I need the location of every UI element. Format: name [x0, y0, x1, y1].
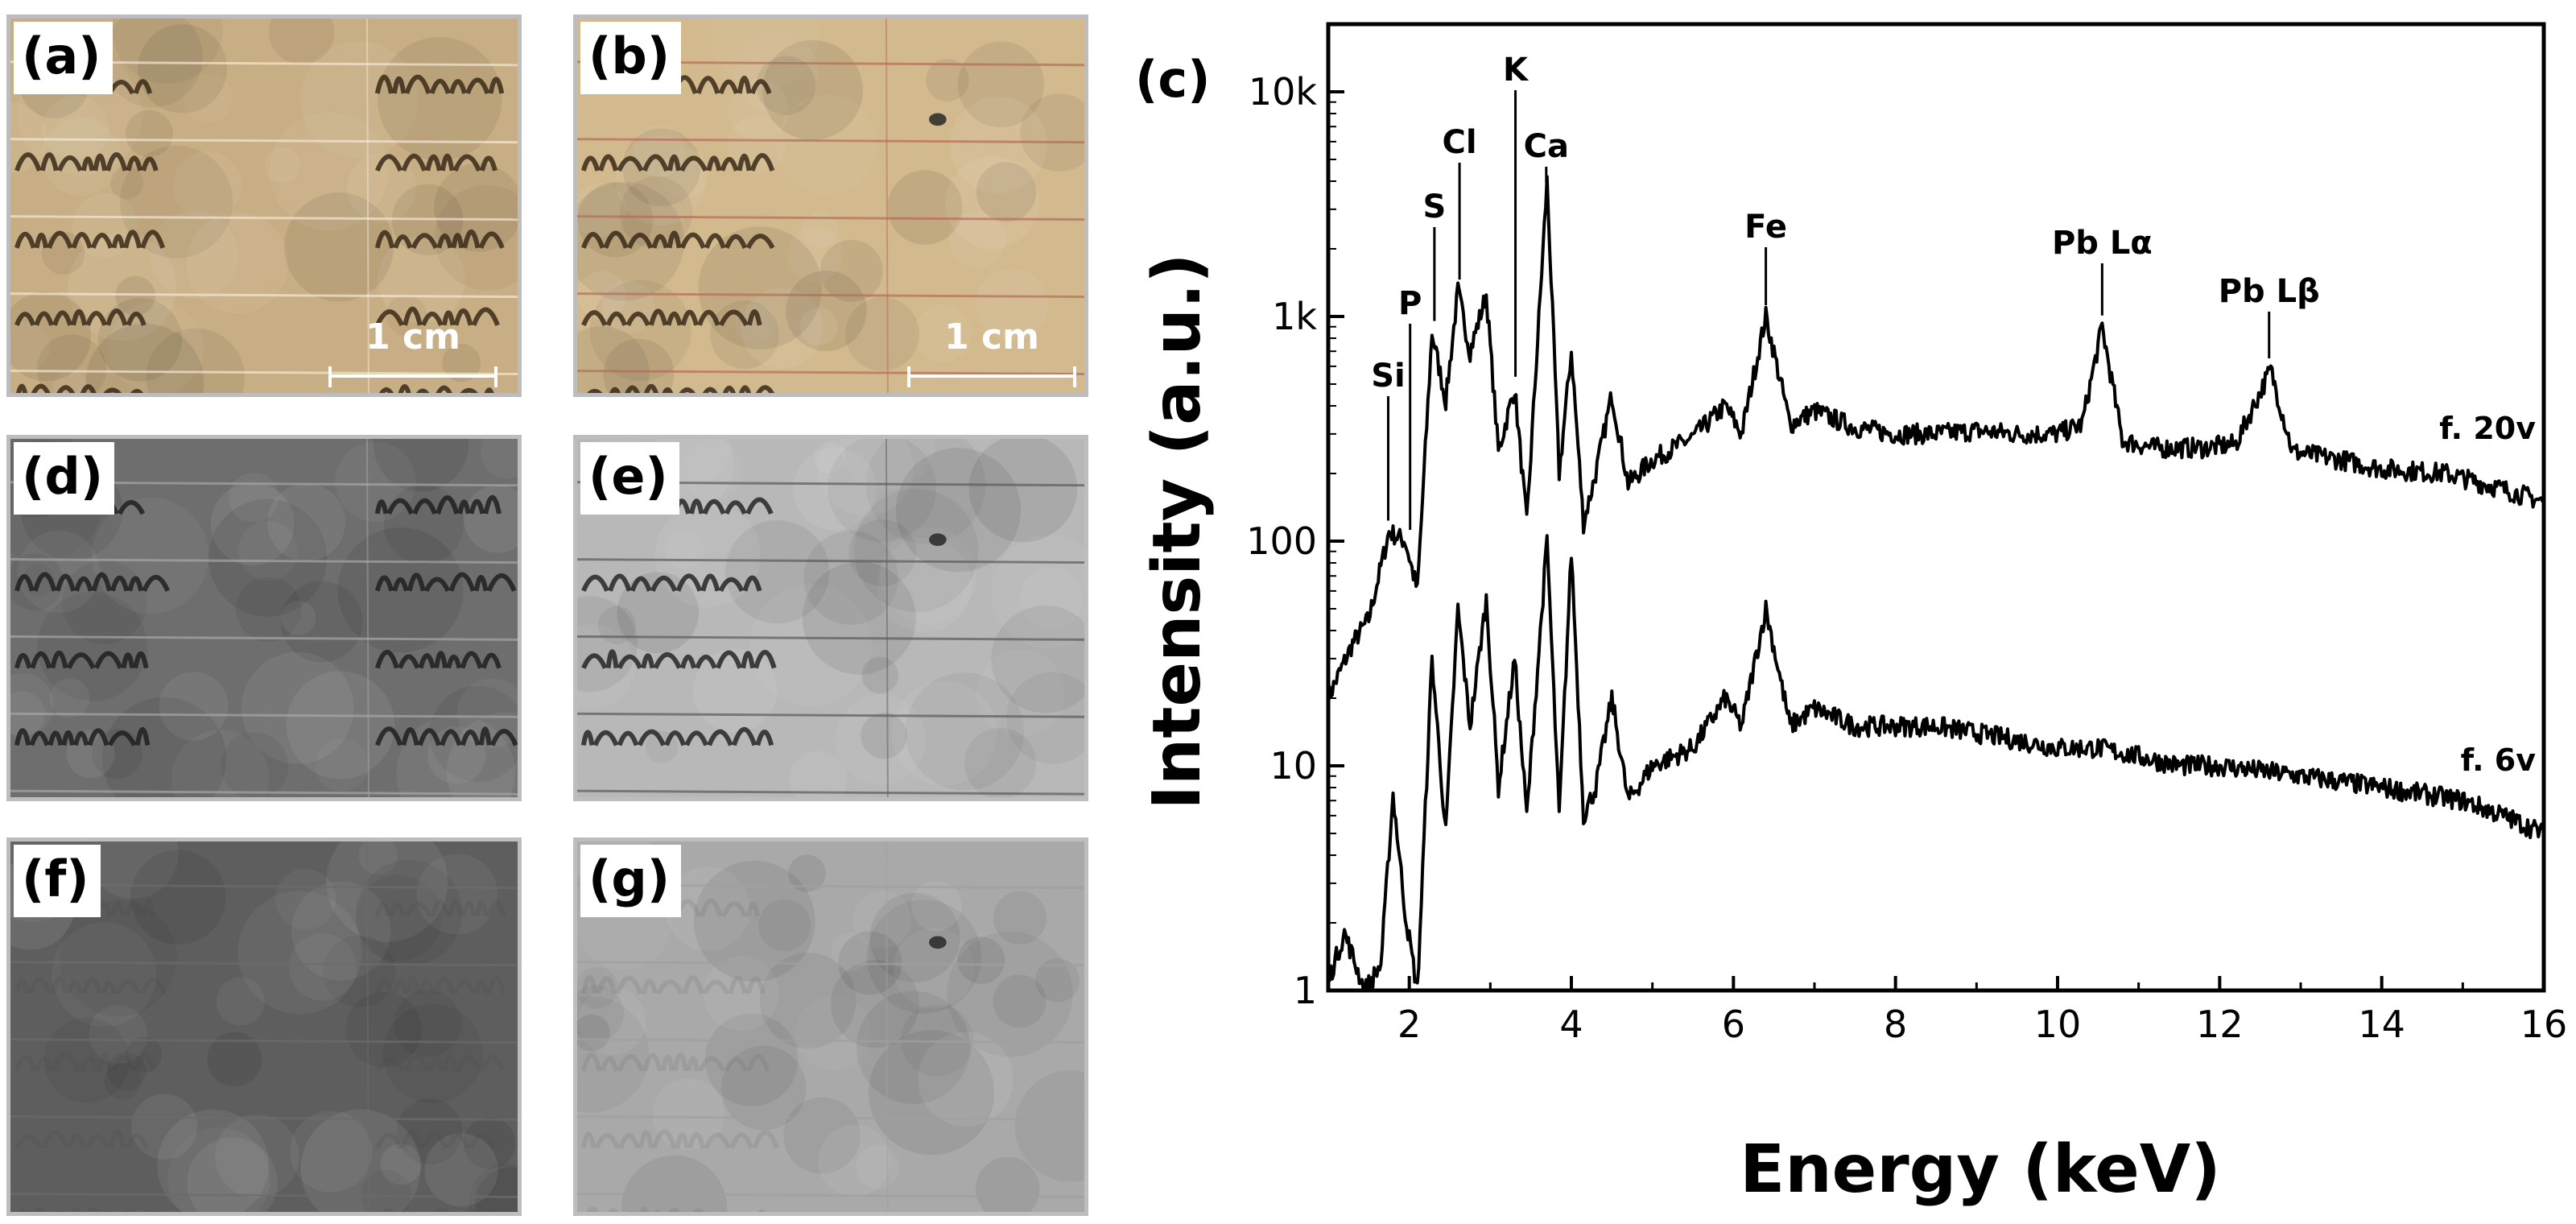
peak-label: Ca: [1524, 128, 1569, 165]
panel-a-image: (a) 1 cm: [6, 14, 522, 397]
peak-label: Pb Lβ: [2219, 273, 2320, 310]
panel-b-image: (b) 1 cm: [573, 14, 1088, 397]
x-tick-label: 4: [1559, 1003, 1583, 1046]
scale-bar-label-a: 1 cm: [365, 316, 460, 358]
x-tick-label: 10: [2034, 1003, 2082, 1046]
peak-label: Pb Lα: [2052, 225, 2153, 262]
y-tick-label: 1: [1294, 969, 1317, 1012]
panel-label-f: (f): [14, 845, 101, 917]
series-line-f6v: [1327, 534, 2545, 992]
plot-frame: [1326, 22, 2546, 993]
scale-bar-a: 1 cm: [328, 316, 497, 387]
panel-e-image: (e): [573, 435, 1088, 801]
peak-label: P: [1398, 285, 1422, 322]
x-tick-label: 8: [1884, 1003, 1907, 1046]
series-label: f. 6v: [2461, 742, 2537, 778]
scale-bar-b: 1 cm: [907, 316, 1076, 387]
x-tick-label: 6: [1722, 1003, 1745, 1046]
plot-area: 2 4 6 8 10 12 14 16 1 10 100 1k 10k f. 20v f. 6v Si P S Cl…: [1246, 22, 2568, 1046]
y-tick-label: 1k: [1272, 295, 1317, 338]
panel-label-e: (e): [580, 442, 679, 515]
x-tick-label: 16: [2520, 1003, 2568, 1046]
series-line-f20v: [1327, 175, 2545, 709]
y-tick-label: 100: [1246, 519, 1317, 563]
y-tick-label: 10k: [1249, 70, 1318, 114]
panel-g-image: (g): [573, 837, 1088, 1216]
x-axis-title: Energy (keV): [1740, 1131, 2221, 1208]
y-axis-title: Intensity (a.u.): [1139, 253, 1216, 809]
panel-label-c: (c): [1135, 50, 1210, 109]
panel-label-a: (a): [14, 22, 113, 94]
y-tick-label: 10: [1269, 744, 1317, 788]
peak-label: Cl: [1443, 124, 1477, 161]
panel-label-g: (g): [580, 845, 682, 917]
manuscript-texture-b: [577, 19, 1084, 393]
panel-d-image: (d): [6, 435, 522, 801]
panel-label-b: (b): [580, 22, 682, 94]
scale-bar-label-b: 1 cm: [944, 316, 1039, 358]
peak-label: Si: [1371, 358, 1406, 395]
peak-label: K: [1503, 52, 1530, 89]
xrf-spectrum-chart: (c) 2 4 6 8 10 12 14 16 1 10 100 1k 10k f. 20v f. 6v Si…: [1135, 22, 2568, 1208]
x-tick-label: 14: [2358, 1003, 2405, 1046]
series-label: f. 20v: [2439, 411, 2536, 446]
x-tick-label: 12: [2196, 1003, 2244, 1046]
panel-label-d: (d): [14, 442, 115, 515]
panel-f-image: (f): [6, 837, 522, 1216]
peak-label: Fe: [1744, 209, 1787, 246]
peak-label: S: [1422, 188, 1446, 225]
x-tick-label: 2: [1397, 1003, 1421, 1046]
